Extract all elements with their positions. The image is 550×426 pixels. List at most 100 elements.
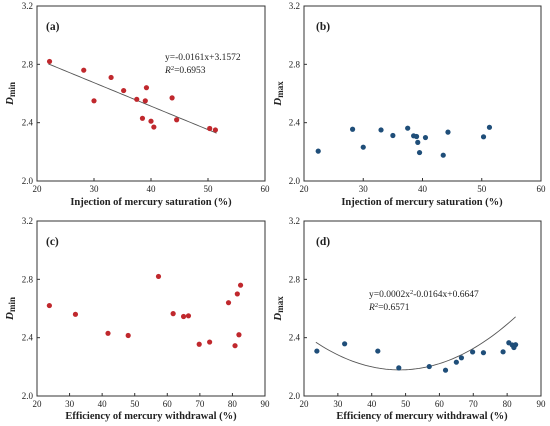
y-tick-label: 2.4 <box>289 118 301 128</box>
panel-d: 20 30 40 50 60 70 80 90 2.0 2.4 2.8 3.2 (d) y=0.000… <box>272 216 546 422</box>
x-axis-label: Injection of mercury saturation (%) <box>341 197 503 208</box>
data-point <box>185 313 192 319</box>
r-squared: R2=0.6571 <box>368 302 410 314</box>
data-point <box>314 348 320 354</box>
y-label-sub: max <box>275 296 285 313</box>
x-tick-label: 20 <box>33 399 43 409</box>
data-points <box>46 58 219 133</box>
data-point <box>445 129 451 135</box>
r2-superscript: 2 <box>375 302 378 309</box>
data-point <box>440 152 446 158</box>
y-tick-label: 2.0 <box>22 391 34 401</box>
y-tick-label: 3.2 <box>22 1 33 11</box>
x-tick-label: 80 <box>228 399 238 409</box>
fit-curve <box>315 316 516 371</box>
plot-frame <box>303 5 542 182</box>
x-tick-label: 40 <box>147 184 157 194</box>
data-point <box>360 144 366 150</box>
data-point <box>105 330 111 336</box>
x-tick-label: 30 <box>359 184 369 194</box>
y-tick-label: 2.0 <box>289 391 301 401</box>
data-point <box>315 148 321 154</box>
fit-path <box>315 316 516 371</box>
x-tick-label: 60 <box>163 399 173 409</box>
data-point <box>196 341 202 347</box>
data-point <box>426 363 432 370</box>
x-tick-label: 60 <box>537 184 547 194</box>
data-point <box>125 332 131 339</box>
y-label-main: D <box>4 312 16 321</box>
x-tick-label: 70 <box>195 399 205 409</box>
data-points <box>46 273 244 349</box>
data-point <box>480 134 487 140</box>
fit-path <box>48 63 217 134</box>
x-tick-label: 90 <box>261 399 271 409</box>
data-point <box>46 302 52 309</box>
panel-label: (b) <box>316 21 330 33</box>
data-point <box>470 349 476 355</box>
axis-ticks: 20 30 40 50 60 70 80 90 2.0 2.4 2.8 3.2 <box>289 216 546 409</box>
data-point <box>405 125 411 131</box>
x-axis-label: Efficiency of mercury withdrawal (%) <box>336 411 508 422</box>
data-point <box>174 117 180 123</box>
axis-ticks: 20 30 40 50 60 2.0 2.4 2.8 3.2 <box>22 1 270 194</box>
y-label-main: D <box>272 313 284 322</box>
y-axis-label: Dmax <box>272 296 285 322</box>
data-point <box>142 98 148 104</box>
data-point <box>143 85 150 91</box>
x-tick-label: 40 <box>98 399 108 409</box>
r2-symbol: R <box>164 66 171 76</box>
y-label-sub: min <box>7 82 17 97</box>
y-tick-label: 2.8 <box>289 59 301 69</box>
y-tick-label: 2.0 <box>22 176 34 186</box>
data-point <box>342 341 348 347</box>
x-tick-label: 30 <box>90 184 100 194</box>
data-point <box>148 118 154 124</box>
fit-equation: y=0.0002x2-0.0164x+0.6647 <box>369 289 479 301</box>
x-tick-label: 40 <box>418 184 428 194</box>
y-label-sub: min <box>7 297 17 312</box>
x-tick-label: 20 <box>300 399 310 409</box>
y-label-main: D <box>272 98 284 107</box>
data-point <box>134 96 140 102</box>
y-tick-label: 2.4 <box>289 333 301 343</box>
x-axis-label: Injection of mercury saturation (%) <box>70 197 232 208</box>
data-point <box>458 355 465 361</box>
y-tick-label: 2.4 <box>22 333 34 343</box>
x-tick-label: 50 <box>130 399 140 409</box>
data-point <box>91 98 97 104</box>
y-tick-label: 3.2 <box>289 216 300 226</box>
fit-line <box>48 63 217 134</box>
data-point <box>236 332 242 338</box>
panel-c: 20 30 40 50 60 70 80 90 2.0 2.4 2.8 3.2 (c) Efficie… <box>4 216 270 422</box>
data-point <box>416 149 423 156</box>
x-tick-label: 20 <box>300 184 310 194</box>
y-label-sub: max <box>275 81 285 98</box>
data-point <box>180 313 187 320</box>
data-point <box>349 126 356 132</box>
y-tick-label: 2.8 <box>22 274 34 284</box>
x-tick-label: 50 <box>477 184 487 194</box>
data-point <box>237 282 244 288</box>
y-tick-label: 2.4 <box>22 118 34 128</box>
r2-value: =0.6571 <box>378 303 410 313</box>
x-tick-label: 30 <box>333 399 343 409</box>
plot-frame <box>303 220 542 397</box>
x-axis-label: Efficiency of mercury withdrawal (%) <box>65 411 237 422</box>
x-tick-label: 60 <box>261 184 271 194</box>
data-point <box>81 67 87 73</box>
panel-a: 20 30 40 50 60 2.0 2.4 2.8 3.2 (a) y=-0.0161x+3.… <box>4 1 270 208</box>
x-tick-label: 90 <box>537 399 547 409</box>
data-point <box>170 311 176 317</box>
data-point <box>207 339 213 345</box>
data-point <box>121 87 127 94</box>
data-points <box>314 340 519 373</box>
data-point <box>212 127 219 133</box>
data-point <box>169 95 175 101</box>
data-points <box>315 124 493 158</box>
data-point <box>207 125 213 132</box>
y-axis-label: Dmin <box>4 82 17 106</box>
panel-label: (a) <box>46 21 60 33</box>
data-point <box>151 124 157 130</box>
data-point <box>415 139 421 145</box>
